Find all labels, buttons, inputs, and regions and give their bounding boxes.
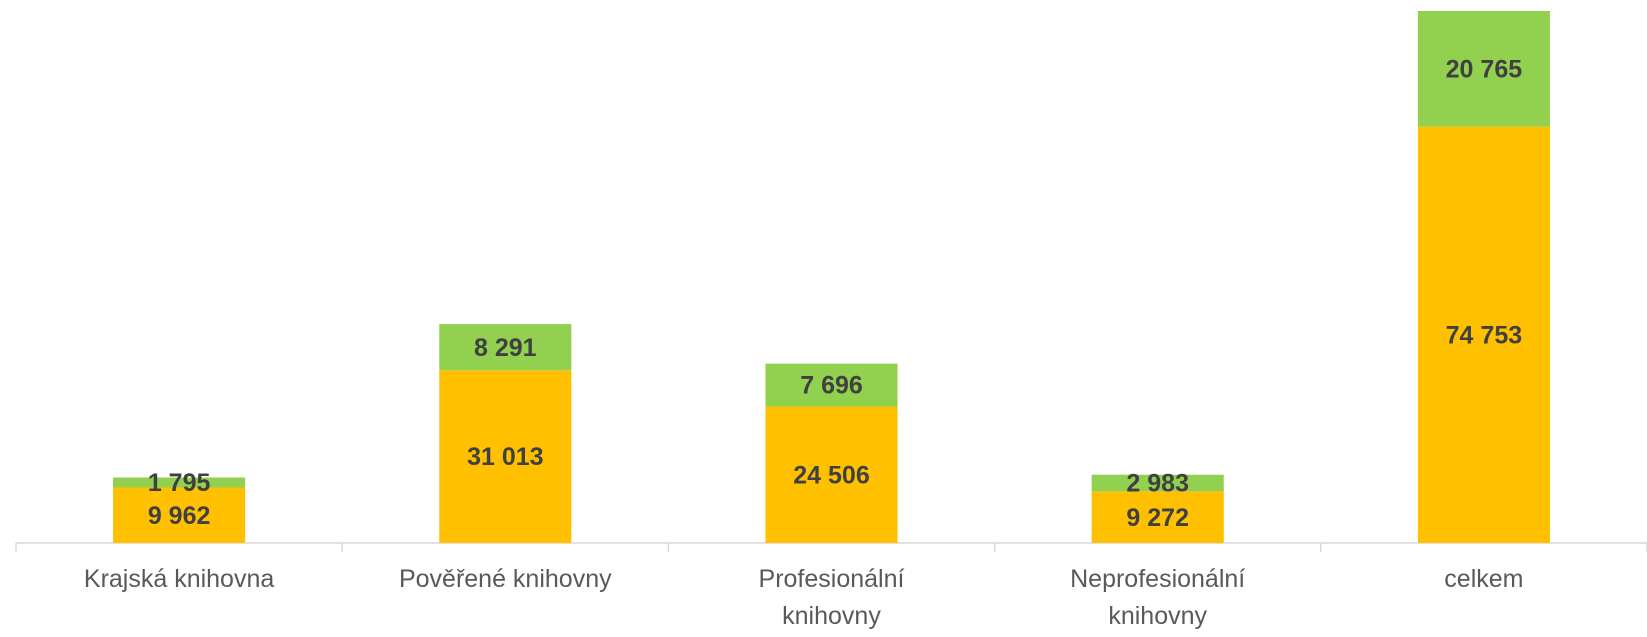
data-label: 1 795: [148, 469, 211, 497]
data-label: 9 272: [1126, 504, 1189, 532]
data-label: 7 696: [800, 372, 863, 400]
bar-segment: [1417, 126, 1550, 543]
x-tick-label: Neprofesionální knihovny: [1070, 565, 1246, 630]
bar-segment: [1091, 491, 1224, 543]
bar-segment: [1091, 474, 1224, 492]
x-tick-label: celkem: [1444, 565, 1524, 593]
data-label: 9 962: [148, 502, 211, 530]
x-tick-label: Pověřené knihovny: [398, 565, 612, 593]
bar-segment: [439, 324, 572, 371]
data-label: 31 013: [467, 443, 543, 471]
bar-segment: [765, 363, 898, 407]
data-label: 2 983: [1126, 470, 1189, 498]
x-tick-label: Krajská knihovna: [83, 565, 275, 593]
bar-segment: [439, 370, 572, 543]
data-label: 8 291: [474, 334, 537, 362]
bar-segment: [113, 487, 246, 543]
bar-segment: [113, 477, 246, 488]
data-label: 20 765: [1446, 55, 1523, 83]
bar-segment: [1417, 11, 1550, 127]
bar-segment: [765, 406, 898, 543]
data-label: 24 506: [793, 461, 869, 489]
x-tick-label: Profesionální knihovny: [758, 565, 905, 630]
data-label: 74 753: [1446, 321, 1522, 349]
